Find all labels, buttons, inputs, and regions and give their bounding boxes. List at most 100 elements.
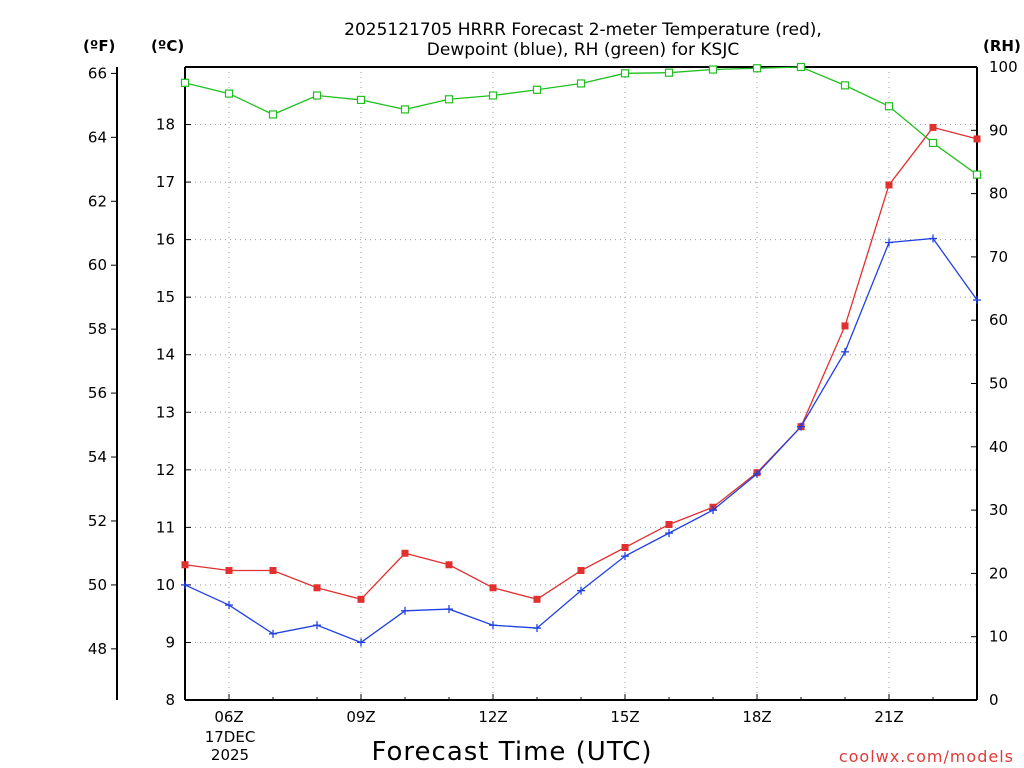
dewpoint-point [269, 629, 277, 638]
temperature-point [489, 584, 497, 592]
fahrenheit-tick-label: 50 [88, 576, 107, 594]
fahrenheit-tick-label: 58 [88, 320, 107, 338]
dewpoint-point [357, 638, 365, 647]
celsius-tick-label: 16 [156, 231, 175, 249]
rh-tick-label: 30 [989, 501, 1008, 519]
x-tick-label: 09Z [346, 708, 375, 726]
celsius-unit-label: (ºC) [151, 37, 184, 55]
dewpoint-point [577, 586, 585, 595]
celsius-tick-label: 12 [156, 461, 175, 479]
rh-tick-label: 100 [989, 58, 1018, 76]
dewpoint-point [489, 621, 497, 630]
temperature-point [225, 567, 233, 575]
temperature-point [313, 584, 321, 592]
dewpoint-point [841, 347, 849, 356]
fahrenheit-tick-label: 62 [88, 192, 107, 210]
fahrenheit-tick-label: 60 [88, 256, 107, 274]
rh-tick-label: 60 [989, 311, 1008, 329]
temperature-point [621, 544, 629, 552]
temperature-point [577, 567, 585, 575]
temperature-point [929, 123, 937, 131]
fahrenheit-unit-label: (ºF) [83, 37, 115, 55]
dewpoint-point [225, 601, 233, 610]
date-label-day: 17DEC [205, 728, 256, 746]
rh-point [972, 170, 982, 179]
temperature-point [445, 561, 453, 569]
rh-point [796, 62, 806, 72]
celsius-tick-label: 18 [156, 116, 175, 134]
fahrenheit-tick-label: 64 [88, 128, 107, 146]
rh-tick-label: 20 [989, 564, 1008, 582]
watermark-link[interactable]: coolwx.com/models [839, 747, 1014, 766]
rh-point [840, 81, 850, 90]
dewpoint-point [445, 605, 453, 614]
fahrenheit-tick-label: 66 [88, 64, 107, 82]
x-tick-label: 15Z [610, 708, 639, 726]
rh-point [356, 95, 366, 105]
fahrenheit-tick-label: 56 [88, 384, 107, 402]
dewpoint-point [929, 234, 937, 243]
temperature-point [357, 595, 365, 603]
rh-point [312, 91, 322, 100]
date-label-year: 2025 [211, 746, 249, 764]
rh-point [620, 69, 630, 78]
fahrenheit-tick-label: 54 [88, 448, 107, 466]
celsius-tick-label: 9 [165, 633, 175, 651]
rh-unit-label: (RH) [983, 37, 1021, 55]
dewpoint-point [665, 529, 673, 538]
chart-title-line1: 2025121705 HRRR Forecast 2-meter Tempera… [344, 20, 822, 40]
rh-tick-label: 50 [989, 375, 1008, 393]
rh-tick-label: 0 [989, 691, 999, 709]
dewpoint-point [797, 422, 805, 431]
fahrenheit-tick-label: 52 [88, 512, 107, 530]
celsius-tick-label: 11 [156, 518, 175, 536]
rh-point [884, 102, 894, 111]
rh-tick-label: 80 [989, 185, 1008, 203]
chart-title-line2: Dewpoint (blue), RH (green) for KSJC [427, 40, 739, 60]
tick-label-layer: 06Z 09Z 12Z 15Z 18Z 21Z 8 9 10 11 12 13 14 15 16 17 18 48… [88, 58, 1018, 726]
x-tick-label: 06Z [214, 708, 243, 726]
rh-point [400, 105, 410, 114]
rh-point [928, 138, 938, 148]
rh-tick-label: 40 [989, 438, 1008, 456]
rh-point [224, 89, 234, 98]
celsius-tick-label: 8 [165, 691, 175, 709]
temperature-point [269, 567, 277, 575]
dewpoint-point [709, 506, 717, 515]
temperature-point [401, 549, 409, 557]
celsius-tick-label: 14 [156, 346, 175, 364]
rh-point [268, 110, 278, 119]
x-tick-label: 21Z [874, 708, 903, 726]
dewpoint-point [533, 624, 541, 633]
temperature-point [973, 135, 981, 143]
temperature-point [885, 181, 893, 189]
celsius-tick-label: 13 [156, 403, 175, 421]
celsius-tick-label: 15 [156, 288, 175, 306]
dewpoint-line [184, 237, 978, 644]
rh-point [708, 65, 718, 74]
dewpoint-point [313, 621, 321, 630]
rh-tick-label: 70 [989, 248, 1008, 266]
celsius-tick-label: 17 [156, 173, 175, 191]
rh-point [752, 64, 762, 73]
temperature-point [533, 595, 541, 603]
dewpoint-point [753, 469, 761, 478]
rh-point [444, 95, 454, 104]
x-axis-title: Forecast Time (UTC) [371, 737, 652, 767]
dewpoint-point [885, 238, 893, 247]
x-tick-label: 18Z [742, 708, 771, 726]
rh-point [532, 85, 542, 94]
series-layer [180, 62, 982, 647]
rh-point [664, 68, 674, 77]
rh-tick-label: 10 [989, 628, 1008, 646]
temperature-point [665, 520, 673, 528]
temperature-point [841, 322, 849, 330]
rh-point [488, 91, 498, 100]
grid-layer [185, 67, 977, 700]
dewpoint-point [621, 552, 629, 561]
axis-layer [111, 66, 978, 701]
temperature-line [184, 126, 978, 601]
dewpoint-point [181, 580, 189, 589]
rh-point [576, 79, 586, 88]
